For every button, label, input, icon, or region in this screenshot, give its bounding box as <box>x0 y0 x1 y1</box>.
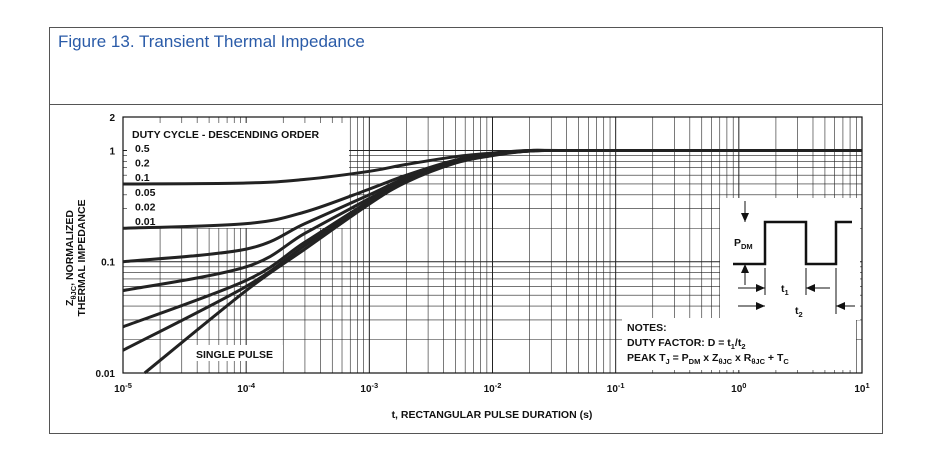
x-tick-label: 10-3 <box>360 381 378 395</box>
legend-entry: 0.2 <box>135 158 150 170</box>
pulse-waveform-inset: PDM t1 t2 <box>720 198 860 320</box>
y-axis-label-line2: THERMAL IMPEDANCE <box>76 199 88 316</box>
x-tick-label: 101 <box>854 381 869 395</box>
y-tick-label: 1 <box>109 146 115 157</box>
figure-title-bar: Figure 13. Transient Thermal Impedance <box>50 28 882 105</box>
x-axis-label: t, RECTANGULAR PULSE DURATION (s) <box>392 409 593 421</box>
x-tick-label: 10-5 <box>114 381 132 395</box>
inset-bg <box>720 198 860 320</box>
y-tick-labels: 0.01 0.1 1 2 <box>96 113 116 380</box>
t1-arrowhead-right <box>806 284 815 292</box>
legend-entry: 0.01 <box>135 216 156 228</box>
legend-title: DUTY CYCLE - DESCENDING ORDER <box>132 129 319 141</box>
notes-title: NOTES: <box>627 322 667 334</box>
t1-label: t1 <box>781 283 789 297</box>
legend-entry: 0.1 <box>135 172 150 184</box>
legend-entry: 0.02 <box>135 201 156 213</box>
series-lines <box>122 148 863 375</box>
y-tick-label: 0.01 <box>96 369 116 380</box>
y-tick-label: 0.1 <box>101 258 115 269</box>
single-pulse-label: SINGLE PULSE <box>196 349 273 361</box>
y-axis-label-line1: ZθJC, NORMALIZED <box>64 210 78 306</box>
t1-arrowhead-left <box>756 284 765 292</box>
t2-label: t2 <box>795 305 803 319</box>
notes-box-bg <box>622 318 856 370</box>
y-tick-label: 2 <box>109 113 115 124</box>
t2-arrowhead-left <box>756 302 765 310</box>
series-line-single-pulse <box>143 148 863 375</box>
pdm-label: PDM <box>734 237 753 251</box>
x-tick-label: 10-2 <box>484 381 502 395</box>
x-tick-labels: 10-5 10-4 10-3 10-2 10-1 100 101 <box>114 381 870 395</box>
pulse-waveform <box>733 220 852 266</box>
single-pulse-label-bg <box>190 345 283 361</box>
t2-arrowhead-right <box>836 302 845 310</box>
pdm-arrowhead-top <box>741 213 749 222</box>
x-tick-label: 100 <box>731 381 746 395</box>
legend-entry: 0.05 <box>135 187 156 199</box>
legend-entries: 0.5 0.2 0.1 0.05 0.02 0.01 <box>135 143 156 228</box>
figure-title: Figure 13. Transient Thermal Impedance <box>58 32 365 51</box>
notes-peak-tj: PEAK TJ = PDM x ZθJC x RθJC + TC <box>627 352 789 366</box>
legend-entry: 0.5 <box>135 143 150 155</box>
x-tick-label: 10-1 <box>607 381 625 395</box>
x-tick-label: 10-4 <box>237 381 256 395</box>
pdm-arrowhead-bottom <box>741 264 749 273</box>
y-axis-label: ZθJC, NORMALIZED THERMAL IMPEDANCE <box>64 199 88 316</box>
plot-border <box>122 116 863 374</box>
notes-duty-factor: DUTY FACTOR: D = t1/t2 <box>627 337 746 351</box>
